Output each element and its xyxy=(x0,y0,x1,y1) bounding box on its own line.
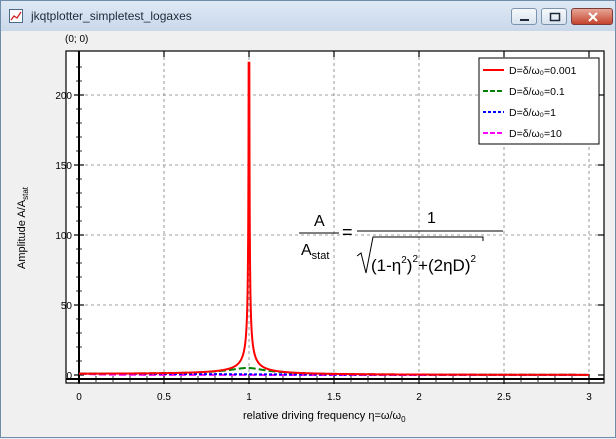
x-tick-label: 1.5 xyxy=(327,392,341,403)
series-lines xyxy=(79,61,590,376)
app-icon xyxy=(9,9,23,23)
legend-box xyxy=(478,57,600,145)
x-axis-label-subscript: 0 xyxy=(401,415,406,424)
close-button[interactable] xyxy=(571,8,613,25)
minimize-button[interactable] xyxy=(511,8,537,25)
y-tick-label: 50 xyxy=(61,301,73,312)
formula-rhs-denominator: (1-η2)2+(2ηD)2 xyxy=(371,254,476,275)
x-tick-label: 3 xyxy=(586,392,592,403)
formula-annotation: A Astat = 1 (1-η2)2+(2ηD)2 xyxy=(299,210,503,275)
y-tick-label: 0 xyxy=(66,371,72,382)
axis-ticks: 0 0.5 1 1.5 2 2.5 3 0 50 100 150 200 xyxy=(55,51,604,403)
maximize-icon xyxy=(549,12,561,22)
formula-sqrt-sign xyxy=(356,236,484,274)
minimize-icon xyxy=(520,19,529,21)
legend: D=δ/ω₀=0.001 D=δ/ω₀=0.1 D=δ/ω₀=1 D=δ/ω₀=10 xyxy=(478,57,600,145)
y-tick-label: 200 xyxy=(55,91,72,102)
x-tick-label: 0 xyxy=(76,392,82,403)
coordinate-readout: (0; 0) xyxy=(65,34,89,45)
x-axis-label: relative driving frequency η=ω/ω0 xyxy=(243,410,406,424)
x-tick-label: 2 xyxy=(416,392,422,403)
formula-lhs-denominator: Astat xyxy=(301,242,329,262)
close-icon xyxy=(588,12,598,22)
maximize-button[interactable] xyxy=(541,8,567,25)
legend-label: D=δ/ω₀=10 xyxy=(509,128,562,140)
formula-rhs-numerator: 1 xyxy=(427,210,436,227)
formula-lhs-numerator: A xyxy=(314,213,325,230)
legend-label: D=δ/ω₀=0.001 xyxy=(509,65,577,77)
y-tick-label: 150 xyxy=(55,161,72,172)
y-tick-label: 100 xyxy=(55,231,72,242)
window-title: jkqtplotter_simpletest_logaxes xyxy=(31,9,192,23)
y-axis-label-subscript: stat xyxy=(21,186,30,200)
x-tick-label: 0.5 xyxy=(157,392,171,403)
legend-label: D=δ/ω₀=1 xyxy=(509,107,556,119)
x-tick-label: 1 xyxy=(246,392,252,403)
formula-equals: = xyxy=(342,222,353,242)
x-tick-label: 2.5 xyxy=(497,392,511,403)
y-axis-label: Amplitude A/Astat xyxy=(16,186,30,269)
legend-label: D=δ/ω₀=0.1 xyxy=(509,86,565,98)
title-bar[interactable]: jkqtplotter_simpletest_logaxes xyxy=(1,1,615,31)
series-line-0 xyxy=(79,61,590,376)
